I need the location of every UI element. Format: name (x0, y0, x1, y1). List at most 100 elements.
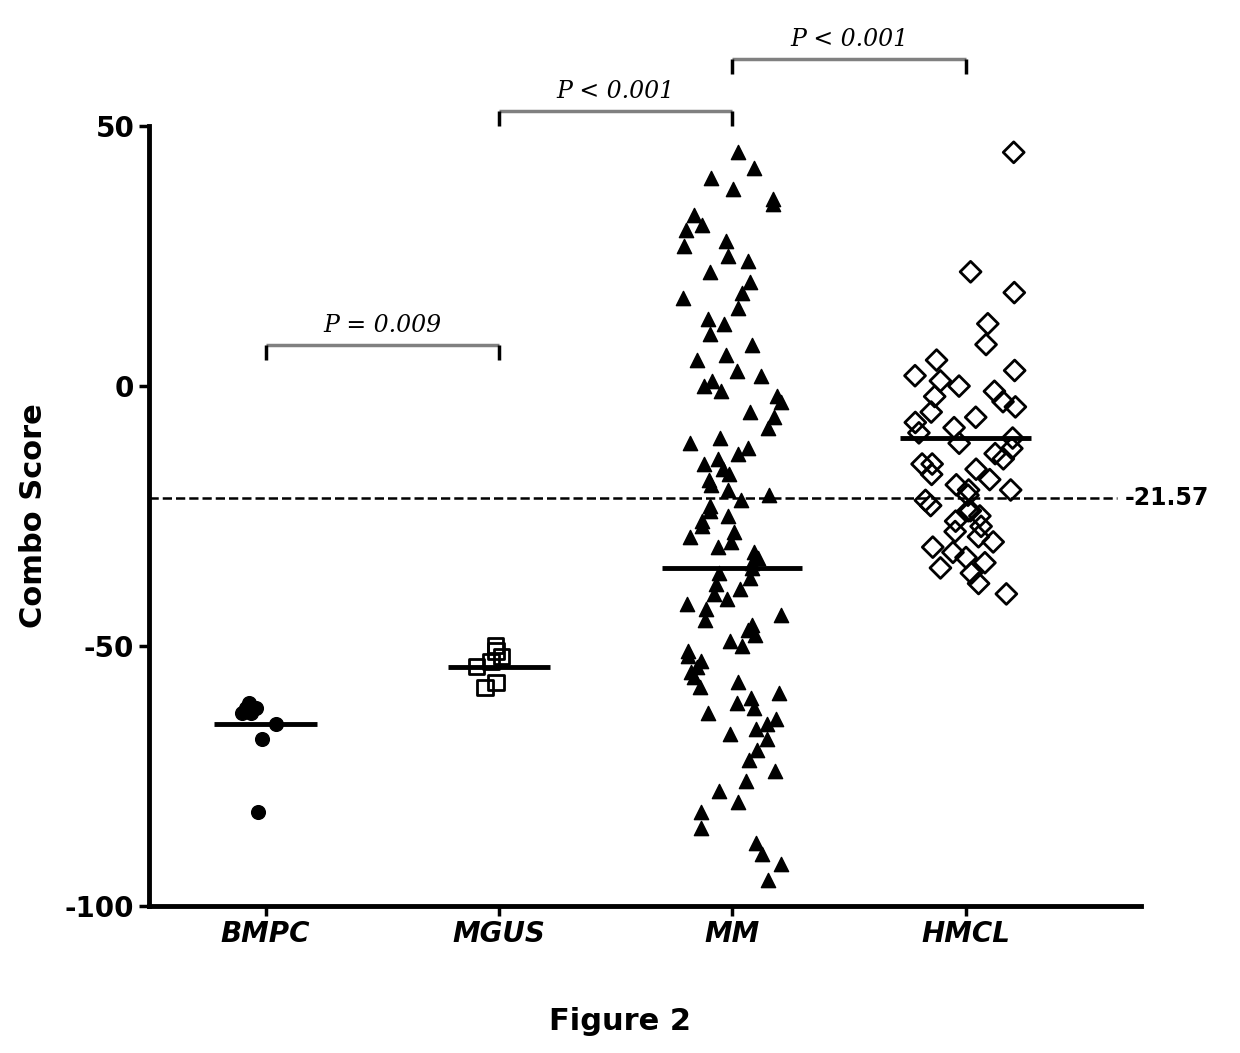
Point (997, 585, 1017, 602)
Point (673, 290, 693, 306)
Point (701, 170, 720, 186)
Point (921, 466, 941, 483)
Point (691, 803, 711, 820)
Point (265, 715, 285, 732)
Point (675, 237, 694, 254)
Point (738, 253, 758, 270)
Point (985, 383, 1004, 400)
Point (706, 575, 725, 592)
Point (714, 315, 734, 332)
Point (692, 217, 712, 234)
Point (691, 819, 711, 836)
Point (946, 476, 966, 493)
Point (968, 575, 988, 592)
Point (983, 534, 1003, 551)
Point (743, 336, 763, 353)
Point (759, 871, 779, 888)
Point (681, 435, 701, 452)
Point (961, 564, 981, 581)
Point (701, 325, 720, 342)
Point (745, 835, 765, 852)
Point (905, 414, 925, 431)
Point (709, 430, 729, 446)
Point (921, 403, 941, 420)
Point (730, 580, 750, 597)
Text: -21.57: -21.57 (1125, 486, 1209, 510)
Point (713, 461, 733, 478)
Text: P < 0.001: P < 0.001 (557, 80, 675, 103)
Point (732, 284, 751, 301)
Point (751, 846, 771, 862)
Point (961, 263, 981, 280)
Point (728, 445, 748, 462)
Text: P < 0.001: P < 0.001 (790, 28, 908, 51)
Point (698, 704, 718, 721)
Point (921, 497, 941, 514)
Point (728, 144, 748, 161)
Point (768, 389, 787, 405)
Point (1004, 144, 1024, 161)
Point (758, 731, 777, 748)
Point (699, 502, 719, 519)
Point (945, 523, 965, 540)
Point (696, 601, 715, 618)
Point (676, 222, 696, 239)
Point (759, 486, 779, 503)
Point (975, 554, 994, 571)
Point (732, 492, 751, 509)
Point (905, 367, 925, 384)
Point (719, 466, 739, 483)
Y-axis label: Combo Score: Combo Score (19, 403, 48, 629)
Point (684, 206, 704, 223)
Point (481, 653, 501, 670)
Point (909, 424, 929, 441)
Point (727, 695, 746, 712)
Point (718, 481, 738, 498)
Point (694, 612, 714, 629)
Point (703, 373, 723, 390)
Point (237, 700, 257, 717)
Text: P = 0.009: P = 0.009 (324, 314, 441, 337)
Point (723, 180, 743, 197)
Point (742, 559, 761, 576)
Point (925, 389, 945, 405)
Point (758, 715, 777, 732)
Point (1004, 362, 1024, 379)
Point (739, 752, 759, 769)
Point (742, 690, 761, 707)
Point (745, 720, 765, 737)
Point (724, 523, 744, 540)
Point (241, 704, 260, 721)
Point (717, 346, 737, 363)
Point (763, 191, 782, 207)
Point (720, 726, 740, 742)
Point (748, 549, 768, 565)
Point (252, 731, 272, 748)
Point (971, 518, 991, 535)
Point (751, 367, 771, 384)
Point (491, 648, 511, 664)
Point (677, 596, 697, 613)
Point (239, 695, 259, 712)
Point (765, 762, 785, 779)
Point (232, 704, 252, 721)
Point (728, 674, 748, 691)
Point (923, 539, 942, 556)
Point (745, 627, 765, 643)
Point (944, 419, 963, 436)
Point (738, 440, 758, 457)
Point (681, 663, 701, 680)
Point (769, 684, 789, 701)
Point (694, 378, 714, 395)
Point (946, 513, 966, 530)
Point (763, 196, 782, 213)
Point (740, 570, 760, 587)
Point (744, 700, 764, 717)
Point (737, 773, 756, 790)
Point (717, 591, 737, 608)
Point (733, 637, 753, 654)
Point (966, 461, 986, 478)
Point (758, 419, 777, 436)
Point (728, 300, 748, 317)
Point (742, 617, 761, 634)
